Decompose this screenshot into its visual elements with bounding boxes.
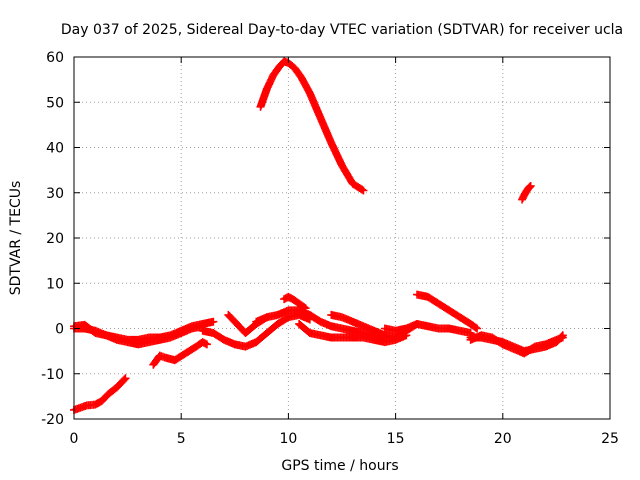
y-tick-label: -20 (41, 412, 64, 428)
data-point (202, 340, 211, 349)
y-tick-label: 40 (46, 141, 64, 157)
series-band-8 (413, 290, 482, 333)
series-band-10 (466, 331, 567, 358)
y-tick-label: 60 (46, 50, 64, 66)
x-axis-label: GPS time / hours (281, 458, 398, 474)
data-point (120, 375, 129, 384)
series-band-3 (198, 310, 314, 351)
axis-ticks: 0 5 10 15 20 25 -20 -10 0 10 20 30 40 50 60 (41, 50, 619, 447)
x-tick-label: 0 (70, 431, 79, 447)
x-tick-label: 10 (279, 431, 297, 447)
series-morning-rise (70, 374, 130, 414)
series-short-rise (518, 181, 535, 204)
data-point (209, 317, 218, 326)
y-tick-label: 10 (46, 276, 64, 292)
x-tick-label: 25 (601, 431, 619, 447)
data-point (300, 303, 309, 312)
data-point (558, 333, 567, 342)
series-dip (149, 338, 211, 369)
data-point (301, 304, 310, 313)
y-tick-label: 50 (46, 95, 64, 111)
series-hump (280, 292, 310, 313)
series-band-7 (380, 319, 475, 338)
data-point (473, 324, 482, 333)
data-point (121, 374, 130, 383)
series-band-2 (70, 322, 207, 349)
y-tick-label: 0 (55, 322, 64, 338)
data-point (358, 185, 367, 194)
series-band-5 (295, 319, 411, 347)
chart-title: Day 037 of 2025, Sidereal Day-to-day VTE… (61, 22, 623, 38)
x-tick-label: 15 (387, 431, 405, 447)
x-tick-label: 5 (177, 431, 186, 447)
y-axis-label: SDTVAR / TECUs (8, 181, 24, 296)
data-point (471, 323, 480, 332)
y-tick-label: -10 (41, 367, 64, 383)
series-high-arc (256, 57, 368, 195)
y-tick-label: 20 (46, 231, 64, 247)
y-tick-label: 30 (46, 186, 64, 202)
data-points (70, 57, 567, 414)
x-tick-label: 20 (494, 431, 512, 447)
data-point (359, 186, 368, 195)
data-point (526, 181, 535, 190)
